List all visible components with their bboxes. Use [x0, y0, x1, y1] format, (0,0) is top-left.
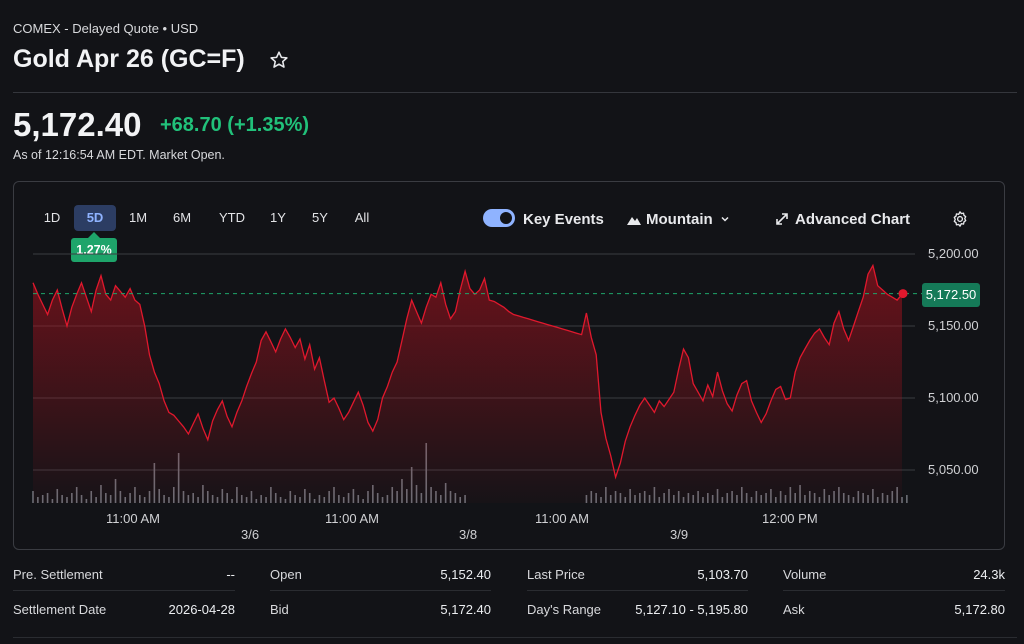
stat-value: 2026-04-28 — [168, 602, 236, 617]
divider — [13, 590, 235, 591]
x-date-label: 3/8 — [459, 527, 478, 542]
price-change: +68.70 (+1.35%) — [160, 114, 309, 137]
range-ytd[interactable]: YTD — [219, 210, 245, 225]
stat-value: 5,172.80 — [954, 602, 1005, 617]
page-title: Gold Apr 26 (GC=F) — [13, 45, 245, 73]
stat-value: 5,152.40 — [440, 567, 491, 582]
divider — [783, 590, 1005, 591]
current-price: 5,172.40 — [13, 106, 142, 143]
exchange-info: COMEX - Delayed Quote • USD — [13, 21, 199, 36]
advanced-chart-button[interactable]: Advanced Chart — [795, 211, 911, 228]
price-line — [32, 263, 903, 480]
stat-label: Open — [270, 567, 302, 582]
stat-value: 5,103.70 — [697, 567, 748, 582]
range-1d[interactable]: 1D — [43, 210, 61, 225]
x-date-label: 3/9 — [670, 527, 689, 542]
divider — [13, 637, 1017, 638]
y-tick-label: 5,100.00 — [928, 390, 979, 405]
last-price-dot — [898, 289, 908, 299]
x-time-label: 11:00 AM — [535, 511, 589, 526]
toggle-knob — [500, 212, 512, 224]
chart-type-select[interactable]: Mountain — [646, 211, 713, 228]
header-divider — [13, 92, 1017, 93]
stat-label: Bid — [270, 602, 289, 617]
stat-value: 24.3k — [973, 567, 1005, 582]
stat-value: 5,127.10 - 5,195.80 — [635, 602, 748, 617]
range-all[interactable]: All — [354, 210, 370, 225]
key-events-toggle[interactable] — [483, 209, 515, 227]
y-tick-label: 5,200.00 — [928, 246, 979, 261]
stat-value: 5,172.40 — [440, 602, 491, 617]
change-percent: (+1.35%) — [227, 114, 310, 136]
volume-bar — [906, 495, 908, 503]
x-time-label: 12:00 PM — [762, 511, 818, 526]
price-area-fill — [33, 265, 902, 503]
divider — [527, 590, 748, 591]
y-tick-label: 5,150.00 — [928, 318, 979, 333]
change-value: +68.70 — [160, 114, 222, 136]
range-5y[interactable]: 5Y — [312, 210, 328, 225]
stat-label: Ask — [783, 602, 805, 617]
stat-label: Pre. Settlement — [13, 567, 103, 582]
range-1m[interactable]: 1M — [128, 210, 148, 225]
x-date-label: 3/6 — [241, 527, 260, 542]
quote-timestamp: As of 12:16:54 AM EDT. Market Open. — [13, 148, 225, 162]
x-time-label: 11:00 AM — [106, 511, 160, 526]
range-6m[interactable]: 6M — [172, 210, 192, 225]
mountain-icon — [627, 217, 641, 225]
chevron-down-icon — [721, 216, 729, 222]
key-events-label: Key Events — [523, 211, 604, 228]
x-time-label: 11:00 AM — [325, 511, 379, 526]
expand-icon — [776, 213, 788, 225]
stat-label: Last Price — [527, 567, 585, 582]
stat-label: Volume — [783, 567, 827, 582]
y-tick-label: 5,050.00 — [928, 462, 979, 477]
stat-value: -- — [226, 567, 235, 582]
range-1y[interactable]: 1Y — [270, 210, 286, 225]
stat-label: Day's Range — [527, 602, 602, 617]
current-price-label: 5,172.50 — [922, 283, 980, 307]
gear-icon[interactable] — [951, 210, 969, 228]
star-icon[interactable] — [268, 49, 290, 71]
divider — [270, 590, 491, 591]
stat-label: Settlement Date — [13, 602, 107, 617]
range-5d[interactable]: 5D — [74, 205, 116, 231]
